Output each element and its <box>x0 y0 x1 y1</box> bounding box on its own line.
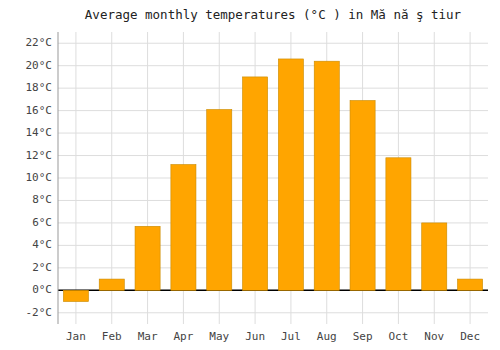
y-grid-line <box>58 312 488 313</box>
bars <box>63 59 482 302</box>
y-grid-line <box>58 155 488 156</box>
bar <box>99 279 124 290</box>
x-tick-label: Aug <box>317 330 337 343</box>
bar <box>171 165 196 291</box>
bar <box>386 158 411 291</box>
x-tick-label: May <box>209 330 229 343</box>
y-tick-label: 22°C <box>26 36 53 49</box>
x-tick-label: Apr <box>173 330 193 343</box>
y-grid-line <box>58 133 488 134</box>
grid <box>58 32 488 324</box>
y-tick-label: 8°C <box>32 193 52 206</box>
y-tick-label: 16°C <box>26 104 53 117</box>
bar <box>207 109 232 290</box>
bar <box>422 223 447 290</box>
y-tick-label: 14°C <box>26 126 53 139</box>
x-tick-label: Sep <box>353 330 373 343</box>
x-tick-label: Jan <box>66 330 86 343</box>
bar <box>63 290 88 301</box>
y-tick-label: 4°C <box>32 238 52 251</box>
y-tick-label: 18°C <box>26 81 53 94</box>
y-grid-line <box>58 65 488 66</box>
y-tick-label: 2°C <box>32 261 52 274</box>
y-tick-label: 6°C <box>32 216 52 229</box>
plot-background <box>58 32 488 324</box>
y-tick-label: 10°C <box>26 171 53 184</box>
y-tick-label: 20°C <box>26 59 53 72</box>
bar <box>350 101 375 291</box>
y-tick-label: -2°C <box>26 306 53 319</box>
x-tick-label: Dec <box>460 330 480 343</box>
y-grid-line <box>58 88 488 89</box>
bar <box>135 226 160 290</box>
y-tick-label: 12°C <box>26 149 53 162</box>
chart-container: -2°C 0°C 2°C 4°C 6°C 8°C 10°C 12°C 14°C 16°C 18°C 2… <box>0 0 500 350</box>
bar <box>458 279 483 290</box>
x-tick-label: Nov <box>424 330 444 343</box>
x-tick-label: Jun <box>245 330 265 343</box>
chart: -2°C 0°C 2°C 4°C 6°C 8°C 10°C 12°C 14°C 16°C 18°C 2… <box>0 0 500 350</box>
bar <box>314 61 339 290</box>
y-grid-line <box>58 200 488 201</box>
x-tick-label: Feb <box>102 330 122 343</box>
y-axis-line <box>58 32 59 324</box>
axes: -2°C 0°C 2°C 4°C 6°C 8°C 10°C 12°C 14°C 16°C 18°C 2… <box>26 32 489 343</box>
bar <box>278 59 303 290</box>
y-grid-line <box>58 110 488 111</box>
y-grid-line <box>58 43 488 44</box>
y-grid-line <box>58 178 488 179</box>
x-grid-line <box>75 32 76 324</box>
y-tick-label: 0°C <box>32 283 52 296</box>
x-tick-label: Mar <box>138 330 158 343</box>
bar <box>243 77 268 290</box>
title: Average monthly temperatures (°C ) in Mă… <box>85 7 462 22</box>
x-tick-label: Oct <box>388 330 408 343</box>
x-tick-label: Jul <box>281 330 301 343</box>
